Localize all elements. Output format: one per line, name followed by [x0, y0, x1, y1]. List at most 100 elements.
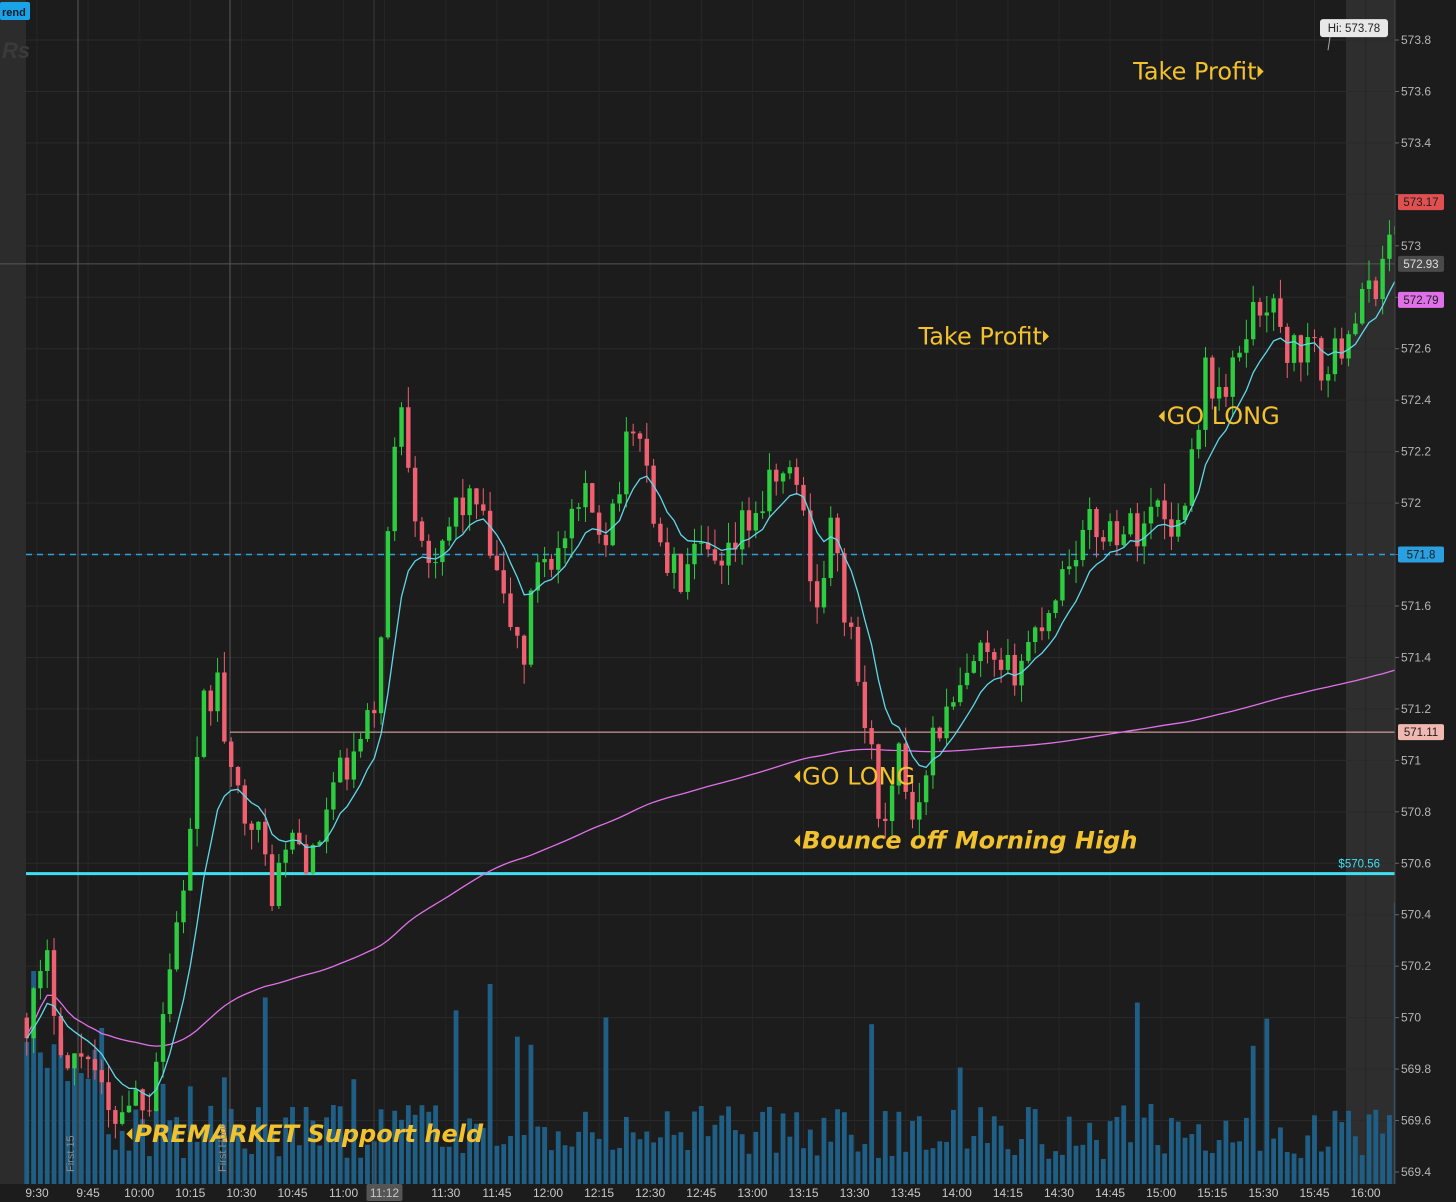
volume-bar	[978, 1107, 984, 1184]
volume-bar	[739, 1134, 745, 1184]
x-tick-label: 13:15	[788, 1186, 818, 1200]
price-tag-label-0: 573.17	[1403, 197, 1438, 209]
volume-bar	[112, 1149, 118, 1184]
volume-bar	[78, 1073, 84, 1184]
candle-up	[739, 510, 745, 550]
candle-up	[767, 469, 772, 512]
candle-up	[542, 558, 547, 563]
candle-down	[848, 622, 854, 627]
candle-up	[256, 821, 261, 830]
x-tick-label: 12:45	[686, 1186, 716, 1200]
volume-bar	[194, 1141, 200, 1184]
volume-bar	[167, 1120, 173, 1184]
ema-line	[26, 164, 1456, 1098]
candle-up	[726, 542, 731, 566]
price-tag-box-2	[1398, 291, 1444, 308]
volume-bar	[1325, 1146, 1331, 1184]
hi-pointer	[1327, 37, 1331, 51]
volume-bar	[439, 1146, 445, 1184]
candle-down	[113, 1110, 118, 1124]
candle-down	[665, 542, 670, 573]
candle-up	[181, 890, 186, 923]
cursor-time-box	[366, 1184, 403, 1201]
candle-up	[1060, 569, 1065, 601]
volume-bar	[678, 1132, 684, 1184]
volume-bar	[1025, 1107, 1031, 1184]
candle-down	[1319, 338, 1324, 381]
volume-bar	[855, 1151, 861, 1184]
candle-up	[440, 540, 445, 563]
volume-bar	[923, 1149, 929, 1184]
x-tick-label: 9:45	[76, 1186, 100, 1200]
candle-down	[1285, 326, 1290, 363]
volume-bar	[1223, 1120, 1229, 1184]
candle-up	[31, 988, 36, 1039]
volume-bar	[1339, 1122, 1345, 1184]
candle-down	[1312, 337, 1317, 339]
candle-down	[910, 791, 915, 820]
y-tick-label: 570	[1401, 1011, 1421, 1025]
candle-up	[971, 661, 977, 673]
volume-bar	[1162, 1153, 1168, 1184]
volume-bar	[1155, 1145, 1161, 1184]
volume-bar	[1284, 1151, 1290, 1184]
candle-down	[508, 593, 513, 628]
volume-bar	[487, 984, 493, 1184]
candle-up	[467, 488, 472, 516]
candle-down	[658, 523, 663, 543]
candle-up	[1380, 258, 1385, 300]
volume-bar	[1196, 1124, 1202, 1184]
volume-bar	[903, 1151, 909, 1184]
candle-up	[828, 517, 833, 578]
volume-bar	[528, 1044, 534, 1184]
candle-down	[644, 438, 649, 466]
volume-bar	[208, 1105, 214, 1184]
price-levels: $570.56	[0, 263, 1395, 876]
candle-down	[406, 407, 411, 468]
candle-up	[753, 513, 759, 531]
support-level-label: $570.56	[1338, 859, 1380, 871]
candle-up	[119, 1112, 125, 1124]
y-tick-label: 573.8	[1401, 33, 1431, 47]
volume-bar	[1087, 1122, 1093, 1184]
volume-bar	[780, 1113, 786, 1184]
y-tick-label: 571	[1401, 753, 1421, 767]
volume-bar	[72, 1054, 77, 1184]
candle-down	[1114, 521, 1120, 546]
volume-bar	[726, 1106, 731, 1184]
candle-up	[610, 503, 615, 546]
price-tag-box-4	[1398, 724, 1444, 741]
candle-down	[549, 558, 554, 570]
volume-bar	[583, 1111, 588, 1184]
price-tag-label-4: 571.11	[1404, 727, 1438, 739]
volume-bar	[419, 1105, 425, 1184]
volume-bar	[1182, 1137, 1188, 1184]
vertical-label-first-hour: First Hour	[217, 1123, 229, 1172]
volume-bar	[1250, 1045, 1256, 1184]
candle-down	[242, 785, 248, 824]
x-tick-label: 15:30	[1248, 1186, 1278, 1200]
volume-bar	[617, 1147, 622, 1184]
volume-bar	[521, 1135, 527, 1184]
volume-bar	[235, 1126, 241, 1184]
volume-bar	[58, 1036, 64, 1184]
candle-up	[624, 431, 629, 495]
volume-bar	[991, 1116, 997, 1184]
candle-down	[1339, 338, 1344, 359]
candle-down	[814, 581, 820, 608]
premarket-shade	[0, 0, 26, 1184]
volume-bar	[140, 1119, 146, 1184]
candle-down	[712, 549, 718, 561]
volume-bar	[1121, 1105, 1127, 1184]
candle-down	[372, 710, 377, 714]
volume-bar	[753, 1131, 759, 1184]
annotation-text-4: Bounce off Morning High	[802, 827, 1137, 855]
volume-bar	[1060, 1154, 1065, 1184]
session-lines	[77, 0, 375, 1184]
volume-bar	[1080, 1144, 1086, 1184]
volume-bar	[732, 1130, 738, 1184]
volume-bar	[256, 1107, 261, 1184]
volume-bar	[378, 1109, 384, 1184]
candle-down	[24, 1017, 29, 1039]
indicator-badge[interactable]	[0, 2, 30, 20]
